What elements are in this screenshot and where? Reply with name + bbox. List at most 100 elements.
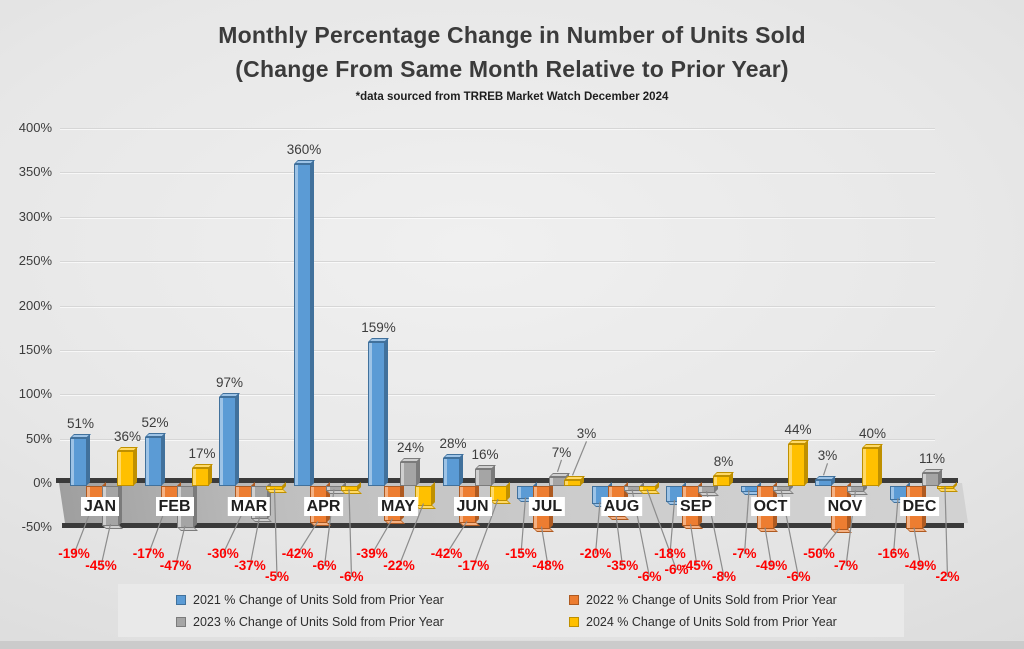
data-label-negative: -35% (606, 558, 639, 573)
leader-line (571, 441, 588, 476)
leader-line (913, 527, 922, 567)
data-label-negative: -49% (904, 558, 937, 573)
leader-line (296, 520, 319, 555)
data-label-positive: 24% (396, 439, 425, 455)
data-label-positive: 44% (784, 421, 812, 437)
bar (219, 396, 236, 486)
legend-label: 2023 % Change of Units Sold from Prior Y… (193, 614, 444, 629)
month-label: APR (303, 497, 344, 516)
y-tick-label: 400% (18, 120, 52, 135)
data-label-negative: -17% (132, 546, 165, 561)
leader-line (743, 490, 750, 555)
data-label-negative: -6% (664, 562, 689, 577)
data-label-negative: -37% (234, 558, 266, 573)
month-label: NOV (824, 497, 866, 516)
legend-swatch (176, 594, 186, 605)
data-label-negative: -47% (159, 558, 192, 573)
leader-line (646, 489, 678, 571)
bar (862, 447, 879, 486)
data-label-positive: 36% (113, 429, 142, 445)
data-label-positive: 360% (286, 141, 322, 157)
legend-swatch (569, 616, 579, 627)
legend-swatch (569, 594, 579, 605)
gridline (60, 261, 935, 263)
leader-line (892, 498, 899, 555)
data-label-negative: -42% (281, 546, 314, 561)
data-label-negative: -7% (833, 558, 859, 573)
legend-label: 2021 % Change of Units Sold from Prior Y… (193, 592, 444, 607)
chart-title-line2: (Change From Same Month Relative to Prio… (235, 56, 789, 82)
data-label-negative: -20% (579, 546, 612, 561)
gridline (60, 394, 935, 396)
data-label-positive: 16% (471, 446, 499, 462)
data-label-positive: 17% (188, 445, 216, 461)
bar (474, 468, 492, 486)
leader-line (669, 499, 676, 555)
data-label-negative: -2% (935, 569, 960, 584)
y-tick-label: -50% (21, 519, 52, 535)
y-tick-label: 50% (25, 430, 52, 446)
floor-front-line (62, 523, 964, 528)
bar (368, 341, 385, 486)
legend-swatch (176, 616, 186, 627)
y-tick-label: 200% (18, 297, 52, 313)
leader-line (689, 523, 698, 567)
month-label: JUL (528, 497, 566, 516)
bar (191, 467, 209, 486)
month-label: DEC (899, 497, 940, 516)
bar (117, 451, 134, 486)
month-label: MAY (377, 497, 419, 516)
bar (564, 480, 581, 486)
leader-line (822, 463, 829, 476)
leader-line (520, 497, 527, 555)
data-label-negative: -6% (637, 569, 662, 584)
month-label: OCT (750, 497, 791, 516)
data-label-positive: 3% (576, 426, 597, 442)
data-label-negative: -48% (532, 558, 564, 573)
data-label-negative: -42% (430, 546, 463, 561)
bar (400, 461, 417, 486)
leader-line (371, 518, 394, 555)
data-label-positive: 40% (858, 425, 887, 441)
bar (921, 473, 939, 486)
bar (70, 437, 87, 486)
data-label-positive: 159% (361, 319, 396, 335)
bar (144, 436, 162, 486)
leader-line (540, 526, 549, 567)
data-label-negative: -50% (803, 546, 835, 561)
data-label-negative: -6% (786, 569, 811, 584)
data-label-negative: -30% (207, 546, 239, 561)
legend-label: 2022 % Change of Units Sold from Prior Y… (586, 592, 837, 607)
month-label: JAN (80, 497, 120, 516)
leader-line (615, 514, 624, 567)
legend-label: 2024 % Change of Units Sold from Prior Y… (586, 614, 837, 629)
y-tick-label: 350% (18, 164, 52, 180)
y-tick-label: 0% (33, 475, 52, 490)
data-label-positive: 28% (439, 436, 467, 452)
gridline (60, 172, 935, 174)
gridline (60, 438, 935, 440)
gridline (60, 216, 935, 218)
gridline (60, 128, 935, 129)
leader-line (594, 501, 601, 555)
data-label-negative: -17% (457, 558, 490, 573)
leader-line (222, 510, 245, 555)
data-label-positive: 3% (817, 448, 838, 464)
bar (713, 475, 730, 486)
data-label-negative: -6% (339, 569, 364, 584)
leader-line (764, 527, 773, 567)
legend-item: 2022 % Change of Units Sold from Prior Y… (511, 593, 904, 607)
data-label-negative: -45% (681, 558, 713, 573)
data-label-positive: 51% (66, 415, 95, 431)
y-tick-label: 300% (18, 208, 52, 224)
data-label-negative: -6% (312, 558, 337, 573)
month-label: AUG (600, 497, 643, 516)
data-label-positive: 52% (141, 414, 169, 430)
data-label-negative: -39% (356, 546, 388, 561)
data-label-negative: -8% (711, 569, 737, 584)
legend-item: 2023 % Change of Units Sold from Prior Y… (118, 615, 511, 629)
month-label: SEP (676, 497, 716, 516)
bar (787, 443, 805, 486)
legend: 2021 % Change of Units Sold from Prior Y… (118, 584, 904, 637)
